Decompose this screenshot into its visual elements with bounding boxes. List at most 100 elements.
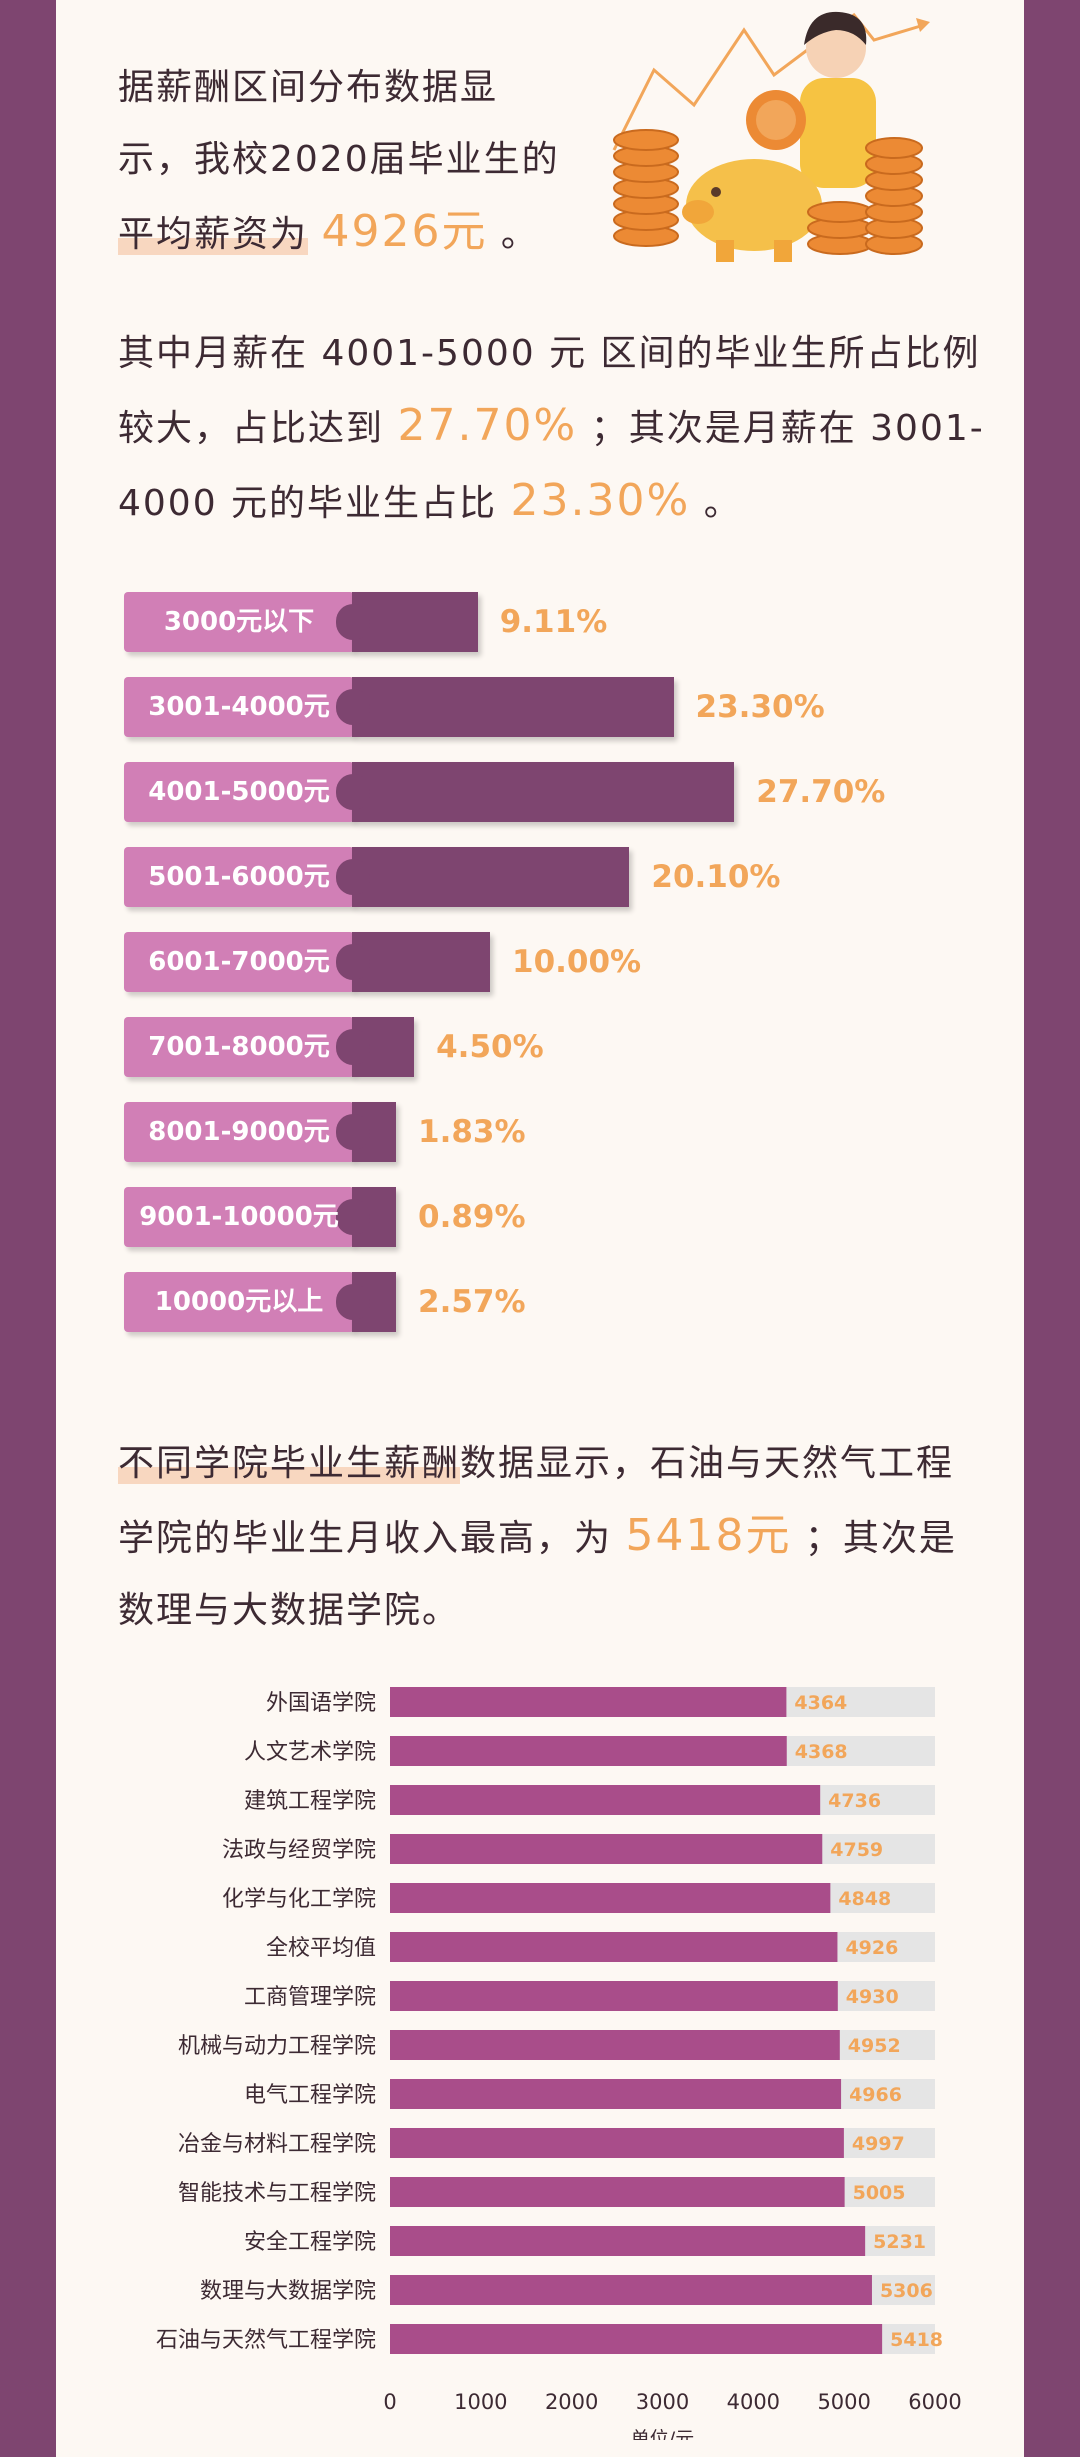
range-value-label: 1.83% — [418, 1114, 526, 1150]
intro-line-1: 据薪酬区间分布数据显 — [118, 67, 499, 108]
range-bar — [336, 847, 630, 907]
x-tick-label: 6000 — [908, 2390, 961, 2414]
range-bar — [336, 1017, 415, 1077]
salary-value-label: 4952 — [848, 2035, 901, 2057]
x-tick-label: 3000 — [636, 2390, 689, 2414]
range-bar — [336, 932, 490, 992]
intro-end: 。 — [500, 214, 539, 255]
salary-value-label: 4364 — [794, 1692, 847, 1714]
salary-bar — [390, 1981, 838, 2011]
range-category-label: 5001-6000元 — [148, 862, 330, 892]
salary-bar — [390, 2324, 883, 2354]
college-label: 法政与经贸学院 — [222, 1838, 376, 1863]
salary-bar — [390, 2079, 842, 2109]
range-category-pill — [124, 1102, 354, 1162]
college-label: 全校平均值 — [266, 1936, 376, 1961]
range-value-label: 20.10% — [651, 859, 781, 895]
salary-value-label: 5418 — [890, 2329, 943, 2351]
salary-value-label: 4926 — [845, 1937, 898, 1959]
range-bar — [336, 592, 478, 652]
range-category-pill — [124, 1017, 354, 1077]
college-label: 建筑工程学院 — [244, 1789, 376, 1814]
range-bar-notch — [336, 944, 370, 980]
x-tick-label: 5000 — [817, 2390, 870, 2414]
intro-paragraph: 据薪酬区间分布数据显 示，我校2020届毕业生的 平均薪资为 4926元 。 — [118, 52, 588, 271]
range-value-label: 2.57% — [418, 1284, 526, 1320]
college-label: 化学与化工学院 — [222, 1887, 376, 1912]
salary-bar — [390, 2030, 840, 2060]
range-value-label: 27.70% — [756, 774, 886, 810]
salary-bar — [390, 1785, 821, 1815]
salary-value-label: 4736 — [828, 1790, 881, 1812]
salary-bar — [390, 2128, 844, 2158]
college-salary-chart: 外国语学院 4364 人文艺术学院 4368 建筑工程学院 4736 法政与经贸学院 4759… — [156, 1687, 962, 2440]
salary-value-label: 5231 — [873, 2231, 926, 2253]
range-category-label: 9001-10000元 — [139, 1202, 339, 1232]
college-label: 石油与天然气工程学院 — [156, 2328, 376, 2353]
salary-value-label: 4966 — [849, 2084, 902, 2106]
range-value-label: 10.00% — [512, 944, 642, 980]
range-bar-notch — [336, 1284, 370, 1320]
range-summary-line-2: 较大，占比达到 27.70% ；其次是月薪在 3001- — [118, 400, 985, 451]
college-label: 数理与大数据学院 — [200, 2279, 376, 2304]
range-summary-paragraph: 其中月薪在 4001-5000 元 区间的毕业生所占比例 较大，占比达到 27.… — [118, 318, 998, 540]
range-category-pill — [124, 1272, 354, 1332]
range-bar — [336, 1272, 396, 1332]
range-bar-notch — [336, 1029, 370, 1065]
range-category-pill — [124, 592, 354, 652]
college-label: 人文艺术学院 — [244, 1740, 376, 1765]
range-bar-notch — [336, 1114, 370, 1150]
range-category-label: 3000元以下 — [163, 607, 315, 637]
range-bar — [336, 677, 674, 737]
college-summary-line-3: 数理与大数据学院。 — [118, 1590, 461, 1631]
salary-bar — [390, 2226, 866, 2256]
range-category-label: 8001-9000元 — [148, 1117, 330, 1147]
intro-highlight: 平均薪资为 — [118, 214, 309, 255]
range-category-pill — [124, 677, 354, 737]
range-category-label: 7001-8000元 — [148, 1032, 330, 1062]
range-bar — [336, 1102, 396, 1162]
range-category-label: 3001-4000元 — [148, 692, 330, 722]
range-category-pill — [124, 932, 354, 992]
salary-value-label: 4997 — [852, 2133, 905, 2155]
x-tick-label: 1000 — [454, 2390, 507, 2414]
range-category-label: 4001-5000元 — [148, 777, 330, 807]
college-highlight: 不同学院毕业生薪酬 — [118, 1443, 461, 1484]
range-value-label: 4.50% — [436, 1029, 544, 1065]
salary-bar — [390, 2275, 872, 2305]
range-category-pill — [124, 847, 354, 907]
range-summary-line-3: 4000 元的毕业生占比 23.30% 。 — [118, 475, 742, 526]
intro-line-2: 示，我校2020届毕业生的 — [118, 139, 560, 180]
x-tick-label: 4000 — [727, 2390, 780, 2414]
salary-bar — [390, 1736, 787, 1766]
intro-line-3: 平均薪资为 4926元 。 — [118, 196, 588, 271]
range-bar — [336, 1187, 396, 1247]
college-label: 工商管理学院 — [244, 1985, 376, 2010]
second-range-share: 23.30% — [510, 475, 691, 526]
range-value-label: 9.11% — [499, 604, 608, 640]
range-category-pill — [124, 762, 354, 822]
salary-bar — [390, 1932, 838, 1962]
range-bar-notch — [336, 859, 370, 895]
salary-bar — [390, 1687, 787, 1717]
range-bar-notch — [336, 689, 370, 725]
college-label: 外国语学院 — [266, 1691, 376, 1716]
college-label: 智能技术与工程学院 — [178, 2181, 376, 2206]
college-summary-paragraph: 不同学院毕业生薪酬数据显示，石油与天然气工程 学院的毕业生月收入最高，为 541… — [118, 1428, 998, 1647]
salary-value-label: 4368 — [795, 1741, 848, 1763]
salary-value-label: 5005 — [853, 2182, 906, 2204]
college-summary-line-1: 不同学院毕业生薪酬数据显示，石油与天然气工程 — [118, 1443, 955, 1484]
salary-value-label: 4759 — [830, 1839, 883, 1861]
range-value-label: 0.89% — [418, 1199, 526, 1235]
range-bar — [336, 762, 735, 822]
college-summary-line-2: 学院的毕业生月收入最高，为 5418元 ；其次是 — [118, 1510, 957, 1561]
range-bar-notch — [336, 774, 370, 810]
salary-bar — [390, 1883, 831, 1913]
x-tick-label: 2000 — [545, 2390, 598, 2414]
range-category-label: 10000元以上 — [154, 1287, 324, 1317]
top-range-share: 27.70% — [397, 400, 578, 451]
x-axis-unit-label: 单位/元 — [631, 2428, 694, 2440]
avg-salary-value: 4926元 — [321, 206, 488, 257]
range-bar-notch — [336, 1199, 370, 1235]
range-category-label: 6001-7000元 — [148, 947, 330, 977]
